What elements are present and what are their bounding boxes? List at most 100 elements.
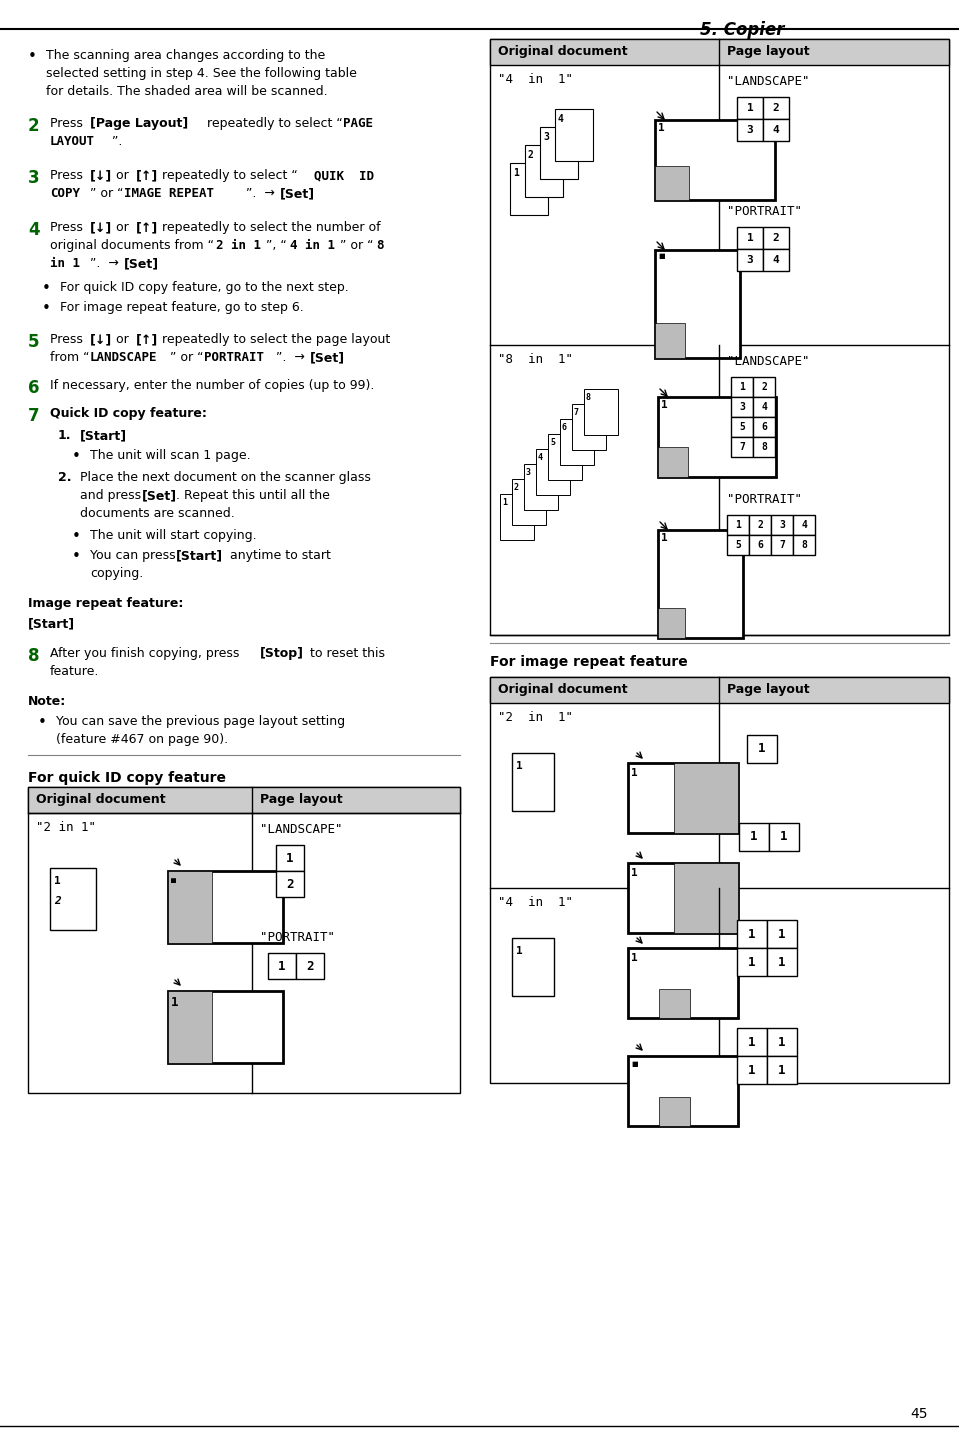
Bar [731,378,753,398]
Text: 8: 8 [586,393,591,402]
Bar [737,1027,767,1056]
Text: Original document: Original document [498,45,627,58]
Text: 1: 1 [748,1063,756,1076]
Text: COPY: COPY [50,187,80,200]
Text: ■: ■ [631,1061,638,1066]
Text: 1: 1 [278,960,286,973]
Text: •: • [42,301,51,316]
Text: or: or [112,333,132,346]
Bar [753,437,775,457]
Text: 2: 2 [773,233,780,244]
Text: 5: 5 [28,333,39,352]
Text: 1: 1 [739,382,745,392]
Text: "4  in  1": "4 in 1" [498,73,573,86]
Text: Place the next document on the scanner glass: Place the next document on the scanner g… [80,471,371,484]
Bar [560,419,594,465]
Bar [655,166,689,200]
Bar [168,991,283,1063]
Text: 6: 6 [28,379,39,398]
Text: •: • [38,715,47,731]
Text: For image repeat feature, go to step 6.: For image repeat feature, go to step 6. [60,301,304,314]
Bar [524,464,558,510]
Text: 4: 4 [558,114,564,124]
Bar [555,110,593,161]
Text: •: • [72,549,81,563]
Text: 8: 8 [376,239,384,252]
Bar [276,870,304,896]
Bar [763,97,789,120]
Text: 4: 4 [801,520,807,530]
Bar [763,249,789,271]
Bar [655,249,740,357]
Text: 1: 1 [631,867,638,878]
Bar [737,228,763,249]
Bar [737,97,763,120]
Text: 3: 3 [739,402,745,412]
Text: anytime to start: anytime to start [226,549,331,562]
Bar [276,844,304,870]
Bar [628,1056,738,1125]
Text: For quick ID copy feature: For quick ID copy feature [28,771,226,785]
Bar [510,163,548,215]
Text: [Set]: [Set] [124,256,159,269]
Text: "LANDSCAPE": "LANDSCAPE" [260,823,342,836]
Text: Press: Press [50,117,87,130]
Text: LAYOUT: LAYOUT [50,135,95,148]
Bar [731,437,753,457]
Bar [659,1097,690,1125]
Text: ■: ■ [658,254,665,259]
Text: 6: 6 [562,424,567,432]
Text: 4: 4 [538,452,543,463]
Text: 7: 7 [779,540,784,550]
Text: [Set]: [Set] [310,352,345,365]
Text: "2 in 1": "2 in 1" [36,821,96,834]
Text: 3: 3 [747,255,754,265]
Text: 4: 4 [761,402,767,412]
Text: Page layout: Page layout [727,683,809,696]
Bar [767,1056,797,1084]
Text: 6: 6 [757,540,763,550]
Text: copying.: copying. [90,566,143,579]
Text: . Repeat this until all the: . Repeat this until all the [176,488,330,501]
Text: 1: 1 [759,742,765,755]
Bar [793,514,815,535]
Text: 4: 4 [773,125,780,135]
Bar [737,1056,767,1084]
Text: LANDSCAPE: LANDSCAPE [90,352,157,365]
Bar [628,863,738,932]
Text: 1: 1 [747,102,754,112]
Bar [737,948,767,976]
Text: 1: 1 [54,876,60,886]
Bar [771,535,793,555]
Bar [753,378,775,398]
Text: 2: 2 [761,382,767,392]
Bar [512,938,554,996]
Text: •: • [42,281,51,295]
Text: ”.: ”. [112,135,123,148]
Bar [168,991,212,1063]
Bar [490,677,949,703]
Text: Note:: Note: [28,695,66,708]
Text: 1: 1 [631,953,638,963]
Bar [727,514,749,535]
Text: feature.: feature. [50,664,100,679]
Bar [737,120,763,141]
Text: 1: 1 [748,955,756,968]
Text: ”.  →: ”. → [276,352,309,365]
Text: [Start]: [Start] [176,549,223,562]
Text: 2: 2 [773,102,780,112]
Text: Press: Press [50,333,87,346]
Text: Quick ID copy feature:: Quick ID copy feature: [50,406,207,419]
Text: ”.  →: ”. → [246,187,279,200]
Text: 2: 2 [28,117,39,135]
Text: 1: 1 [781,830,787,843]
Text: original documents from “: original documents from “ [50,239,214,252]
Text: 1: 1 [779,1036,785,1049]
Text: [Page Layout]: [Page Layout] [90,117,188,130]
Text: [Start]: [Start] [28,617,75,630]
Text: repeatedly to select the page layout: repeatedly to select the page layout [158,333,390,346]
Text: 2: 2 [528,150,534,160]
Text: "LANDSCAPE": "LANDSCAPE" [727,354,809,367]
Text: •: • [72,450,81,464]
Text: 1.: 1. [58,429,72,442]
